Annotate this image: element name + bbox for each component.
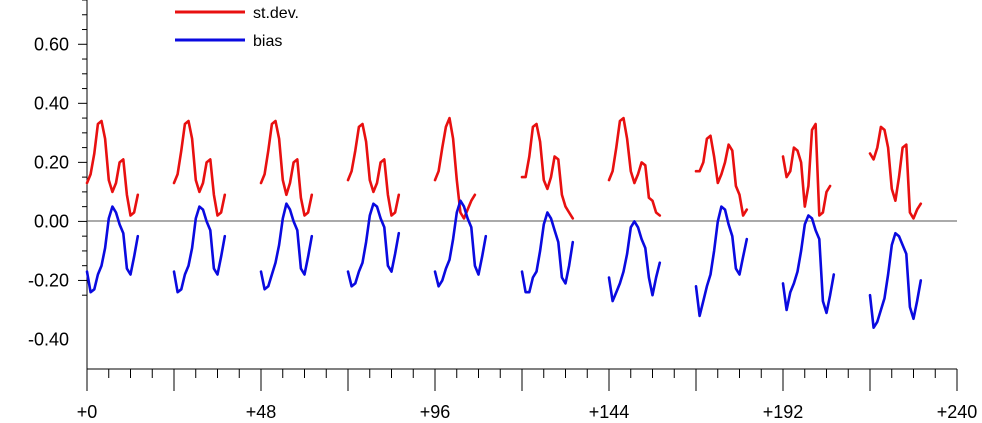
series-line-segment bbox=[607, 116, 662, 217]
series-line-segment bbox=[694, 205, 749, 318]
series-bias bbox=[85, 199, 923, 330]
x-tick-label: +0 bbox=[77, 402, 98, 422]
series-line-segment bbox=[694, 134, 749, 217]
series-layer bbox=[85, 116, 923, 330]
y-tick-label: 0.00 bbox=[34, 211, 69, 231]
series-line-segment bbox=[868, 125, 923, 220]
series-stdev bbox=[85, 116, 923, 220]
series-line-segment bbox=[172, 205, 227, 294]
x-tick-label: +144 bbox=[589, 402, 630, 422]
x-axis-ticks: +0 +48 +96 +144 +192 +240 bbox=[77, 369, 978, 422]
x-tick-label: +96 bbox=[420, 402, 451, 422]
series-line-segment bbox=[172, 119, 227, 217]
y-tick-label: -0.40 bbox=[28, 329, 69, 349]
y-axis-ticks: 0.60 0.40 0.20 0.00 -0.20 -0.40 bbox=[28, 0, 87, 349]
series-line-segment bbox=[259, 202, 314, 291]
series-line-segment bbox=[433, 116, 477, 220]
x-tick-label: +240 bbox=[937, 402, 978, 422]
legend-label-stdev: st.dev. bbox=[253, 5, 299, 22]
series-line-segment bbox=[781, 214, 836, 315]
series-line-segment bbox=[346, 202, 401, 288]
series-line-segment bbox=[433, 199, 488, 288]
series-line-segment bbox=[868, 231, 923, 330]
x-tick-label: +192 bbox=[763, 402, 804, 422]
series-line-segment bbox=[520, 122, 575, 220]
series-line-segment bbox=[781, 122, 832, 217]
x-tick-label: +48 bbox=[246, 402, 277, 422]
legend-label-bias: bias bbox=[253, 33, 282, 50]
series-line-segment bbox=[520, 211, 575, 294]
y-tick-label: 0.20 bbox=[34, 152, 69, 172]
series-line-segment bbox=[346, 122, 401, 217]
y-tick-label: -0.20 bbox=[28, 270, 69, 290]
series-line-segment bbox=[85, 119, 140, 217]
series-line-segment bbox=[259, 119, 314, 217]
y-tick-label: 0.60 bbox=[34, 34, 69, 54]
series-line-segment bbox=[607, 220, 662, 303]
series-line-segment bbox=[85, 205, 140, 294]
y-tick-label: 0.40 bbox=[34, 93, 69, 113]
legend: st.dev. bias bbox=[175, 5, 299, 50]
